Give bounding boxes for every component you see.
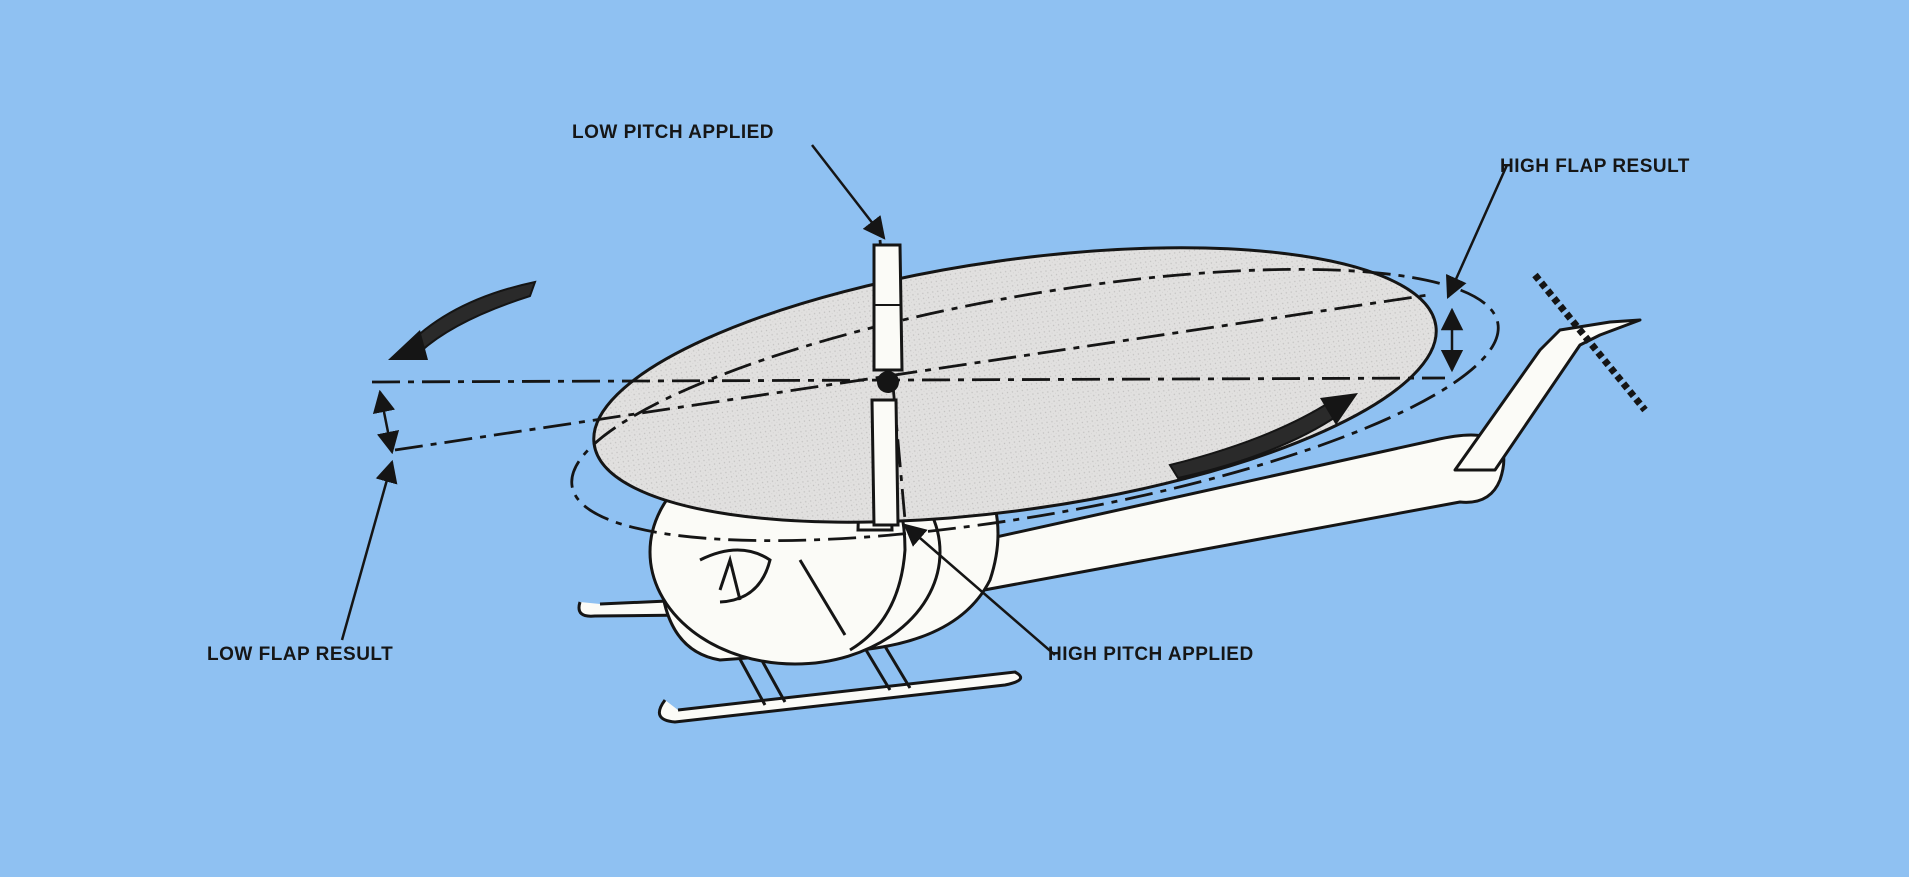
high-flap-result-label: HIGH FLAP RESULT	[1500, 156, 1690, 177]
rotation-arrow-right	[1168, 393, 1358, 480]
tail-rotor	[1532, 272, 1648, 413]
low-flap-result-label: LOW FLAP RESULT	[207, 644, 394, 665]
landing-skids	[577, 598, 1023, 724]
rotor-blade-forward	[872, 243, 904, 372]
tail-fin	[1453, 318, 1642, 472]
rotor-hub	[877, 371, 899, 393]
low-flap-displacement-arrow	[372, 389, 400, 455]
high-pitch-applied-label: HIGH PITCH APPLIED	[1048, 644, 1254, 665]
low-pitch-applied-label: LOW PITCH APPLIED	[572, 122, 775, 143]
tail-boom	[928, 433, 1506, 602]
rotation-arrow-left	[388, 280, 537, 360]
rotor-blade-aft	[870, 398, 900, 527]
leader-lines	[340, 144, 1509, 656]
